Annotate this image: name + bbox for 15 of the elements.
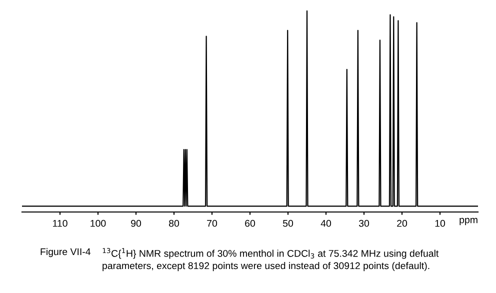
text: $^{13}$C{$^{1}$H} NMR spectrum of 30% menthol in CDCl$_{3}$ at 75.342 MHz using defualt: [102, 248, 439, 259]
text: parameters, except 8192 points were used instead of 30912 points (default).: [102, 262, 430, 272]
x-tick-label: 30: [358, 220, 370, 227]
x-tick-label: 20: [397, 220, 408, 227]
x-tick-label: 90: [131, 220, 142, 227]
x-tick-label: 110: [52, 220, 68, 227]
x-tick-label: 100: [90, 220, 106, 227]
x-tick-label: 40: [320, 220, 332, 227]
x-tick-label: 60: [245, 220, 256, 227]
text: Figure VII-4: [40, 248, 91, 258]
x-tick-label: 80: [169, 220, 180, 227]
x-axis-title: ppm: [460, 218, 478, 226]
x-tick-label: 70: [207, 220, 218, 227]
x-tick-label: 10: [435, 220, 446, 227]
x-tick-label: 50: [282, 220, 294, 227]
